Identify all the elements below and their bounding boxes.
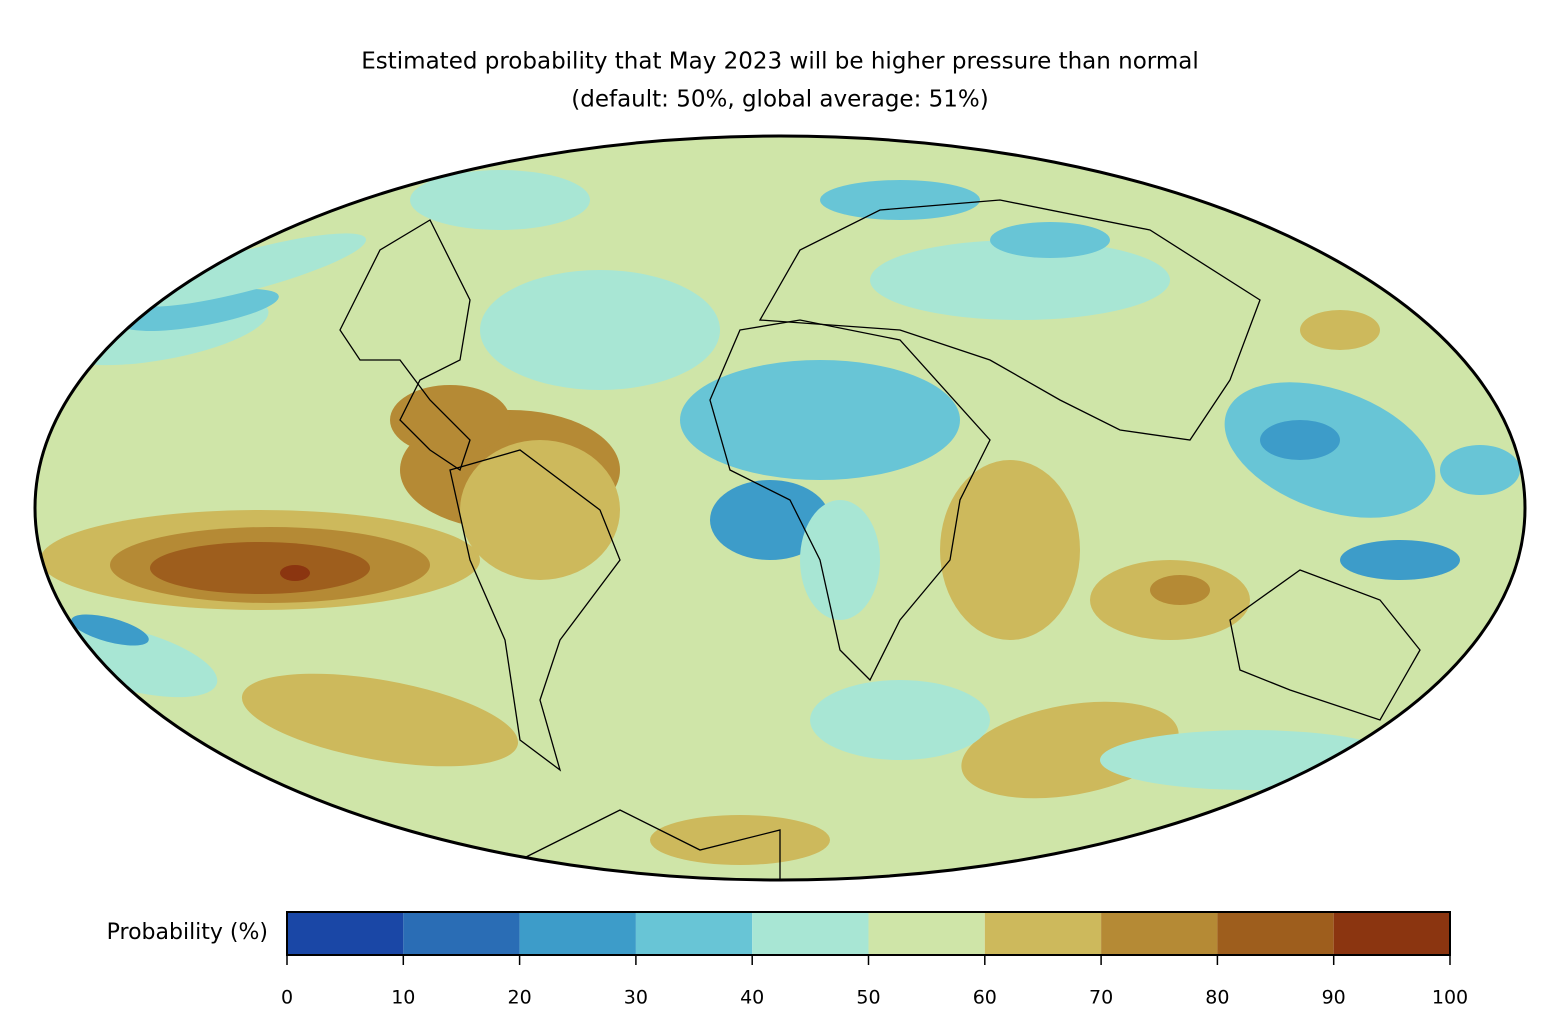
contour-region bbox=[1340, 540, 1460, 580]
contour-region bbox=[1100, 730, 1400, 790]
colorbar-tick-label: 0 bbox=[281, 987, 293, 1009]
contour-region bbox=[800, 500, 880, 620]
map-title: Estimated probability that May 2023 will… bbox=[361, 49, 1199, 75]
colorbar-segment bbox=[752, 912, 869, 955]
contour-region bbox=[1260, 420, 1340, 460]
colorbar-tick-label: 40 bbox=[740, 987, 764, 1009]
contour-region bbox=[150, 542, 370, 594]
contour-region bbox=[1150, 575, 1210, 605]
colorbar-tick-label: 50 bbox=[856, 987, 880, 1009]
colorbar-tick-label: 80 bbox=[1205, 987, 1229, 1009]
colorbar-segment bbox=[403, 912, 520, 955]
contour-region bbox=[1440, 445, 1520, 495]
colorbar-segment bbox=[519, 912, 636, 955]
colorbar-tick-label: 70 bbox=[1089, 987, 1113, 1009]
contour-region bbox=[940, 460, 1080, 640]
colorbar-label: Probability (%) bbox=[107, 920, 268, 945]
colorbar-tick-label: 30 bbox=[624, 987, 648, 1009]
colorbar-tick-label: 10 bbox=[391, 987, 415, 1009]
contour-region bbox=[460, 440, 620, 580]
contour-region bbox=[480, 270, 720, 390]
contour-region bbox=[710, 480, 830, 560]
contour-region bbox=[990, 222, 1110, 258]
colorbar-tick-label: 90 bbox=[1322, 987, 1346, 1009]
contour-region bbox=[680, 360, 960, 480]
colorbar-segment bbox=[1333, 912, 1450, 955]
contour-region bbox=[410, 170, 590, 230]
colorbar-segment bbox=[868, 912, 985, 955]
contour-region bbox=[121, 288, 279, 332]
contour-region bbox=[810, 680, 990, 760]
globe-outline bbox=[33, 134, 1527, 882]
colorbar-segment bbox=[287, 912, 404, 955]
colorbar-segment bbox=[1101, 912, 1218, 955]
colorbar-segment bbox=[984, 912, 1102, 955]
contour-region bbox=[870, 240, 1170, 320]
contour-region bbox=[71, 614, 149, 646]
contour-region bbox=[280, 565, 310, 581]
contour-region bbox=[820, 180, 980, 220]
map-subtitle: (default: 50%, global average: 51%) bbox=[571, 87, 988, 113]
colorbar-segment bbox=[1217, 912, 1334, 955]
colorbar-tick-label: 20 bbox=[508, 987, 532, 1009]
colorbar-tick-label: 60 bbox=[973, 987, 997, 1009]
colorbar-segment bbox=[635, 912, 753, 955]
coastlines bbox=[339, 199, 1421, 880]
contour-field bbox=[35, 136, 1525, 880]
contour-region bbox=[133, 233, 367, 307]
contour-region bbox=[1300, 310, 1380, 350]
colorbar-tick-label: 100 bbox=[1432, 987, 1468, 1009]
colorbar: 0 10 20 30 40 50 60 70 80 90 100 bbox=[281, 911, 1468, 1009]
contour-region bbox=[241, 673, 519, 767]
